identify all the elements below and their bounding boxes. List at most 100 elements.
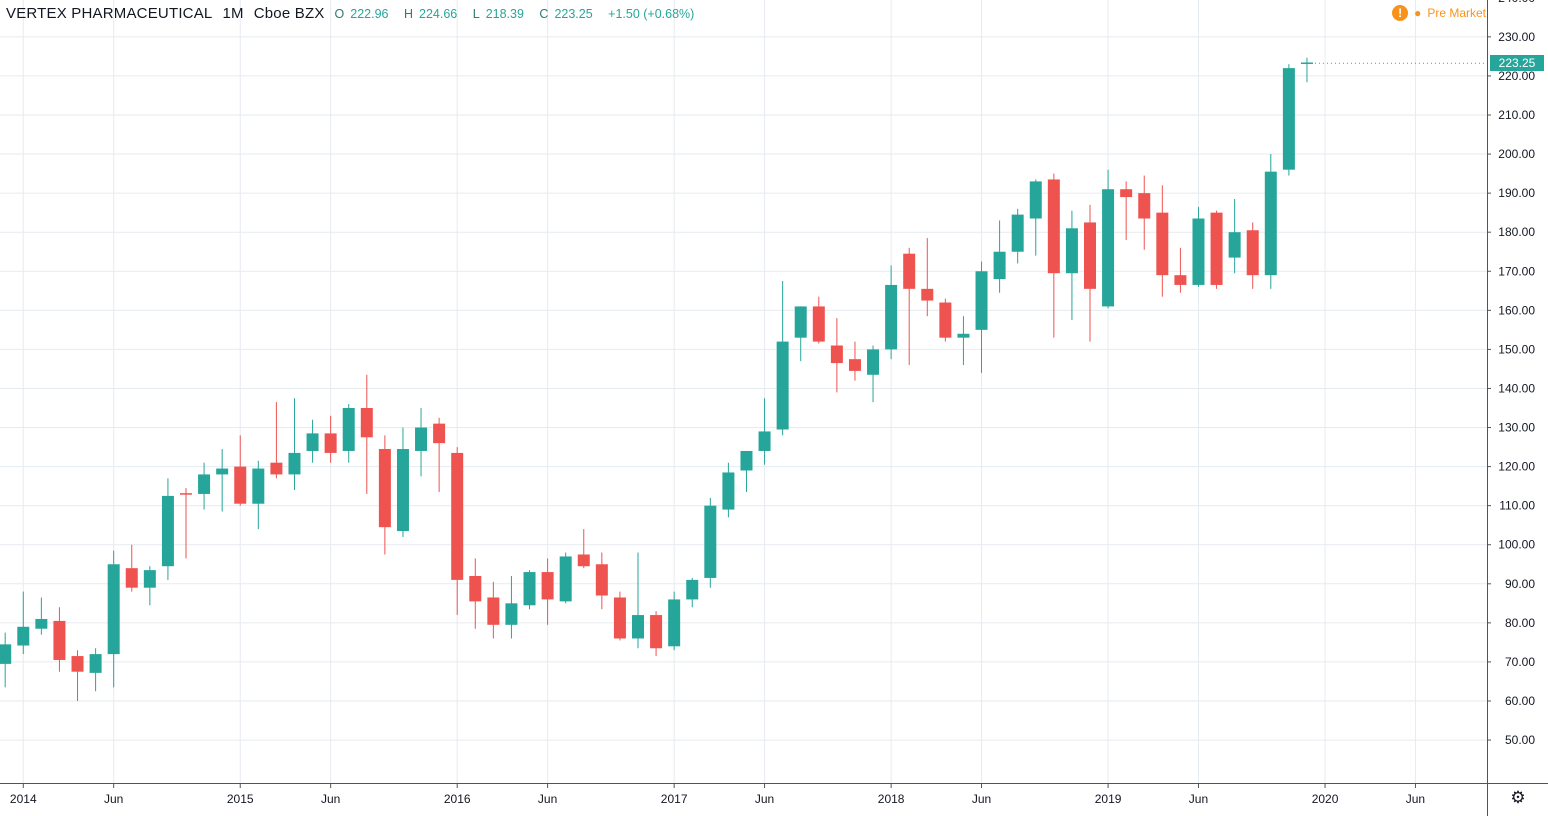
time-tick-label: Jun — [1189, 792, 1208, 806]
candle-body — [812, 306, 825, 342]
candle — [577, 529, 590, 569]
candle-body — [867, 349, 880, 375]
candle-body — [794, 306, 807, 338]
time-tick-label: 2019 — [1095, 792, 1122, 806]
candle — [613, 591, 626, 641]
gear-icon[interactable]: ⚙ — [1510, 788, 1526, 807]
candle — [1228, 198, 1241, 274]
candle — [234, 435, 247, 506]
candle-body — [1264, 171, 1277, 276]
price-tick-label: 70.00 — [1505, 655, 1535, 669]
price-tick-label: 160.00 — [1498, 303, 1535, 317]
candle — [632, 552, 644, 649]
candle — [1264, 154, 1277, 289]
time-tick-label: Jun — [104, 792, 123, 806]
price-tick-label: 170.00 — [1498, 264, 1535, 278]
high-value: 224.66 — [419, 7, 458, 21]
candle-body — [1192, 218, 1205, 285]
candle-body — [216, 468, 229, 475]
candle — [415, 407, 428, 477]
candle-body — [252, 468, 265, 504]
candle — [650, 611, 663, 657]
symbol-name[interactable]: VERTEX PHARMACEUTICAL — [6, 5, 213, 22]
candle — [378, 435, 391, 555]
price-tick-label: 180.00 — [1498, 225, 1535, 239]
candle-body — [1084, 222, 1096, 289]
candle-body — [1228, 232, 1241, 258]
close-key: C — [539, 7, 549, 21]
premarket-indicator[interactable]: ! ● Pre Market — [1392, 5, 1486, 21]
candle — [1210, 210, 1223, 289]
candle-body — [577, 554, 590, 567]
price-tick-label: 90.00 — [1505, 577, 1535, 591]
candle — [505, 575, 518, 639]
candle-body — [451, 452, 464, 580]
candle-body — [1065, 228, 1078, 274]
candle-body — [848, 359, 861, 371]
time-tick-label: 2018 — [878, 792, 905, 806]
candle-body — [993, 251, 1006, 280]
price-tick-label: 140.00 — [1498, 381, 1535, 395]
high-key: H — [403, 7, 414, 21]
candle-body — [776, 341, 789, 430]
price-tick-label: 80.00 — [1505, 616, 1535, 630]
candle-body — [143, 570, 156, 588]
time-axis[interactable]: 2014 Jun 2015 Jun 2016 Jun 2017 Jun 2018 Jun 2019 J… — [10, 792, 1425, 806]
candle — [469, 558, 482, 629]
candle — [1156, 185, 1169, 297]
candle — [1300, 57, 1313, 83]
candle-body — [523, 572, 536, 606]
price-tick-label: 200.00 — [1498, 147, 1535, 161]
candle — [1192, 206, 1205, 287]
price-tick-label: 240.00 — [1498, 0, 1535, 5]
candle — [71, 650, 84, 701]
candle — [180, 488, 192, 559]
candle — [1282, 64, 1295, 176]
candle — [487, 581, 500, 639]
candle — [957, 316, 970, 366]
grid-lines — [0, 0, 1487, 783]
price-tick-label: 60.00 — [1505, 694, 1535, 708]
time-tick-label: Jun — [972, 792, 991, 806]
candle — [396, 427, 409, 537]
candle — [758, 398, 771, 465]
interval-label[interactable]: 1M — [222, 5, 244, 22]
candle-body — [541, 572, 554, 600]
low-value: 218.39 — [485, 7, 524, 21]
warning-icon[interactable]: ! — [1392, 5, 1409, 21]
price-axis[interactable]: 240.00 230.00 220.00 210.00 200.00 190.00 180.… — [1498, 0, 1535, 747]
price-tick-label: 50.00 — [1505, 733, 1535, 747]
candle-body — [758, 431, 771, 451]
candle — [1102, 169, 1115, 309]
candle — [143, 566, 156, 606]
candle — [1011, 208, 1024, 264]
candle-body — [17, 626, 30, 646]
candle-body — [288, 452, 301, 475]
candle-body — [650, 615, 663, 649]
candle — [559, 552, 572, 604]
candle-body — [234, 466, 247, 504]
price-tick-label: 230.00 — [1498, 30, 1535, 44]
open-value: 222.96 — [350, 7, 389, 21]
candle-body — [668, 599, 681, 647]
candle — [1047, 173, 1060, 338]
candle-body — [1029, 181, 1042, 219]
candle — [451, 447, 464, 616]
candle-body — [1120, 189, 1133, 198]
candle-body — [704, 505, 717, 578]
candle-body — [830, 345, 843, 364]
candle — [270, 402, 283, 479]
candle — [125, 544, 138, 592]
candle-body — [505, 603, 518, 625]
time-tick-label: 2020 — [1312, 792, 1339, 806]
time-tick-label: Jun — [1406, 792, 1425, 806]
candle-body — [89, 654, 102, 673]
time-tick-label: 2015 — [227, 792, 254, 806]
time-tick-label: Jun — [538, 792, 557, 806]
candle — [89, 648, 102, 692]
candle-body — [270, 462, 283, 475]
candle-body — [1156, 212, 1169, 276]
